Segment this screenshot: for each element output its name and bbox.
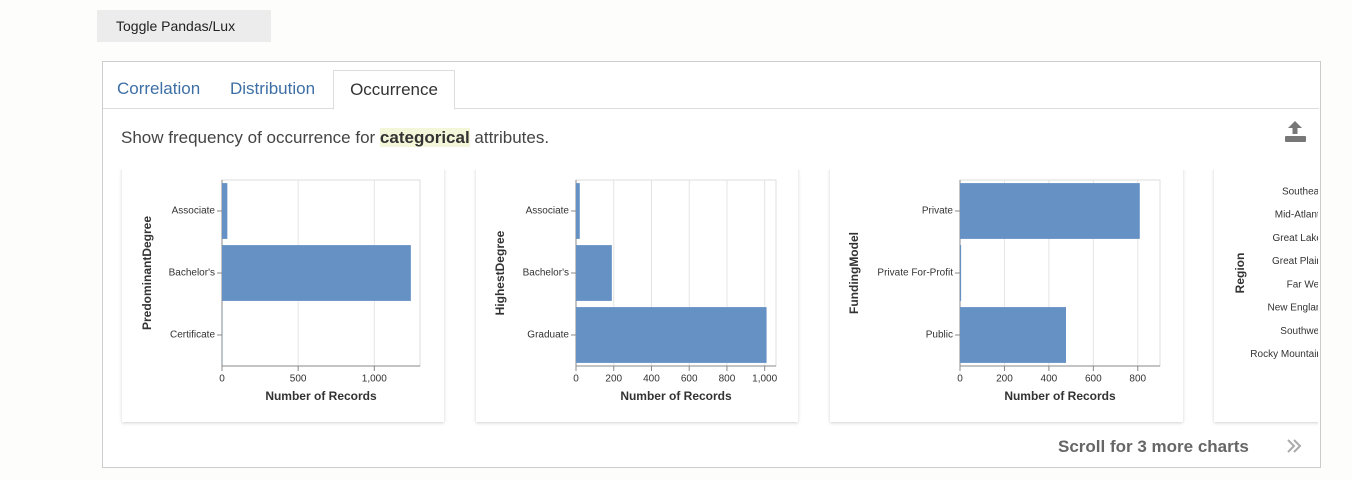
- card-cover: [826, 150, 1187, 170]
- x-tick-label: 0: [957, 374, 963, 385]
- y-tick-label: Associate: [526, 206, 570, 217]
- x-tick-label: 1,000: [752, 374, 777, 385]
- description-text: Show frequency of occurrence for: [121, 128, 380, 147]
- x-tick-label: 400: [643, 374, 660, 385]
- highlight: categorical: [379, 128, 470, 147]
- y-axis-title: Region: [1233, 253, 1247, 294]
- y-tick-label: Graduate: [527, 330, 569, 341]
- y-tick-label: Far West: [1287, 279, 1328, 290]
- card-cover: [472, 150, 802, 170]
- y-tick-label: Private For-Profit: [877, 268, 953, 279]
- y-tick-label: Bachelor's: [523, 268, 569, 279]
- x-tick-label: 200: [605, 374, 622, 385]
- y-tick-label: Great Lakes: [1273, 233, 1327, 244]
- scroll-chevron[interactable]: [1287, 439, 1302, 453]
- x-tick-label: 1,000: [362, 374, 387, 385]
- bar: [222, 245, 411, 301]
- toggle-button[interactable]: Toggle Pandas/Lux: [97, 10, 271, 42]
- bar: [576, 183, 580, 239]
- x-tick-label: 600: [681, 374, 698, 385]
- tab-divider: [103, 108, 1319, 109]
- bar: [960, 307, 1066, 363]
- y-tick-label: Southeast: [1282, 186, 1327, 197]
- y-tick-label: New England: [1268, 303, 1327, 314]
- y-axis-title: HighestDegree: [493, 230, 507, 315]
- y-axis-title: PredominantDegree: [140, 216, 154, 330]
- x-tick-label: 400: [1041, 374, 1058, 385]
- y-tick-label: Mid-Atlantic: [1275, 210, 1327, 221]
- x-axis-title: Number of Records: [265, 389, 377, 403]
- x-axis-title: Number of Records: [620, 389, 732, 403]
- export-icon[interactable]: [1285, 121, 1306, 142]
- y-tick-label: Public: [926, 330, 953, 341]
- bar: [576, 245, 612, 301]
- card-cover: [1210, 150, 1318, 170]
- y-tick-label: Associate: [172, 206, 216, 217]
- bar: [222, 183, 228, 239]
- y-tick-label: Certificate: [170, 330, 215, 341]
- x-tick-label: 600: [1085, 374, 1102, 385]
- x-tick-label: 500: [290, 374, 307, 385]
- y-tick-label: Rocky Mountains: [1250, 349, 1327, 360]
- tab-active[interactable]: Occurrence: [333, 70, 455, 110]
- bar: [960, 183, 1140, 239]
- y-tick-label: Southwest: [1280, 326, 1327, 337]
- tab[interactable]: Correlation: [117, 79, 201, 98]
- x-tick-label: 800: [1129, 374, 1146, 385]
- bar: [576, 307, 767, 363]
- description: Show frequency of occurrence for categor…: [121, 128, 549, 148]
- tab[interactable]: Distribution: [230, 79, 316, 98]
- card-cover: [118, 150, 448, 170]
- scroll-hint: Scroll for 3 more charts: [1058, 437, 1249, 456]
- chart-area: 0 500 1,000 Number of Records Associate Bache…: [118, 150, 1328, 422]
- bar: [960, 245, 962, 301]
- description-text: attributes.: [469, 128, 550, 147]
- chart-card: [1214, 160, 1318, 422]
- x-tick-label: 200: [996, 374, 1013, 385]
- y-tick-label: Bachelor's: [169, 268, 215, 279]
- x-tick-label: 0: [573, 374, 579, 385]
- chart-card: [476, 160, 798, 422]
- y-axis-title: FundingModel: [847, 232, 861, 314]
- y-tick-label: Great Plains: [1272, 256, 1327, 267]
- x-tick-label: 800: [719, 374, 736, 385]
- x-axis-title: Number of Records: [1004, 389, 1116, 403]
- x-tick-label: 0: [219, 374, 225, 385]
- y-tick-label: Private: [922, 206, 954, 217]
